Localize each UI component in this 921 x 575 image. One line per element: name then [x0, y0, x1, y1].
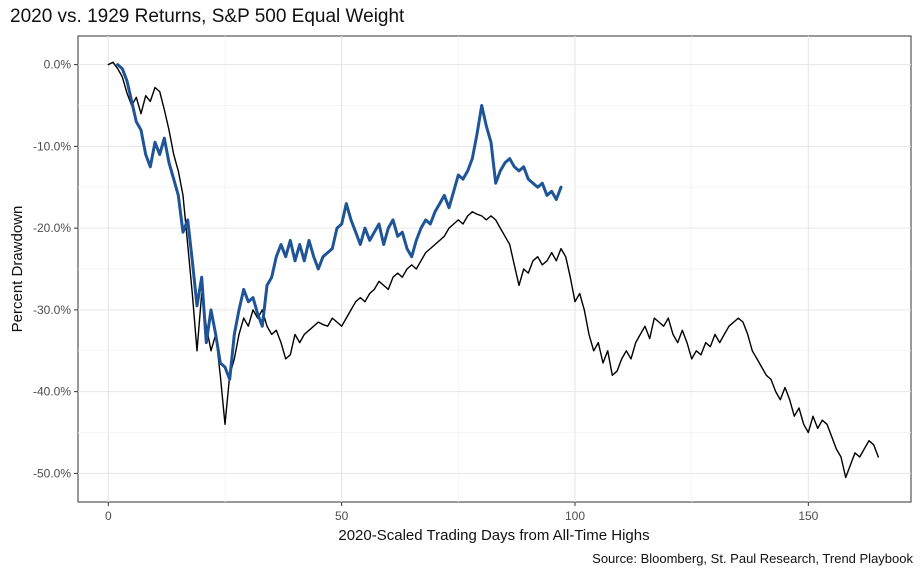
x-tick-label: 0: [105, 509, 112, 523]
y-tick-label: -50.0%: [33, 466, 71, 480]
y-tick-label: -40.0%: [33, 385, 71, 399]
series-line-1: [107, 61, 879, 479]
x-tick-label: 100: [565, 509, 585, 523]
source-note: Source: Bloomberg, St. Paul Research, Tr…: [592, 551, 913, 566]
y-axis: 0.0% -10.0% -20.0% -30.0% -40.0% -50.0%: [33, 58, 78, 480]
chart-title: 2020 vs. 1929 Returns, S&P 500 Equal Wei…: [10, 6, 405, 27]
series-line-2: [116, 63, 563, 381]
y-tick-label: -20.0%: [33, 221, 71, 235]
x-axis: 0 50 100 150: [105, 502, 819, 523]
grid-lines: [78, 36, 911, 502]
x-tick-label: 50: [335, 509, 349, 523]
y-axis-title: Percent Drawdown: [9, 206, 26, 333]
x-axis-title: 2020-Scaled Trading Days from All-Time H…: [338, 527, 649, 544]
y-tick-label: 0.0%: [44, 58, 72, 72]
y-tick-label: -10.0%: [33, 139, 71, 153]
y-tick-label: -30.0%: [33, 303, 71, 317]
x-tick-label: 150: [798, 509, 818, 523]
series-lines: [107, 61, 879, 479]
